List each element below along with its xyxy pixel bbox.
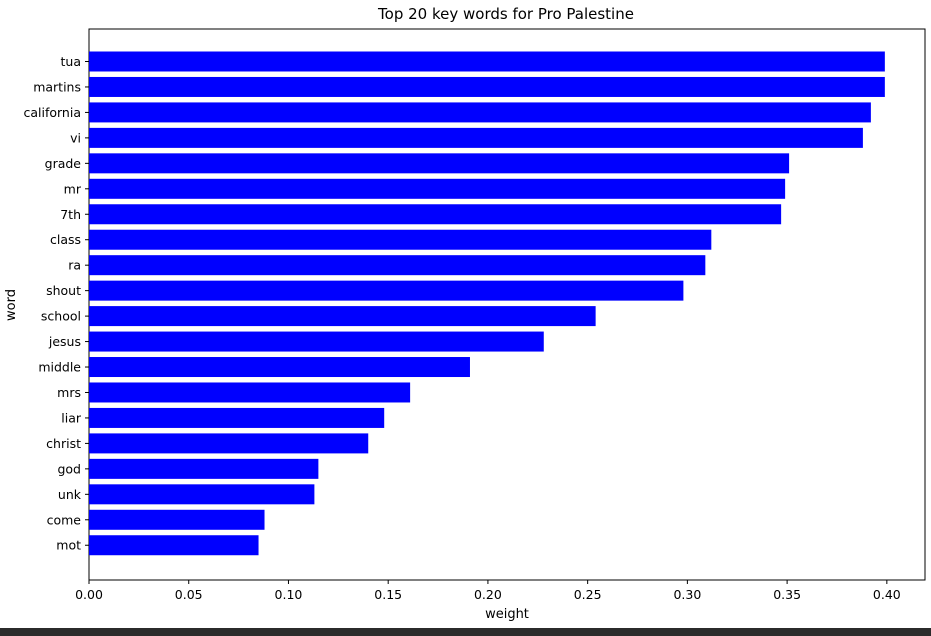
bar-mot	[89, 535, 259, 556]
bar-school	[89, 306, 596, 327]
y-tick-label: mr	[64, 181, 82, 196]
y-tick-label: california	[23, 105, 81, 120]
x-tick-label: 0.35	[773, 587, 801, 602]
y-tick-label: grade	[45, 156, 82, 171]
x-tick-label: 0.20	[474, 587, 502, 602]
y-tick-label: school	[41, 309, 81, 324]
bar-mrs	[89, 382, 411, 403]
y-tick-label: tua	[61, 54, 81, 69]
y-tick-label: shout	[46, 283, 81, 298]
bar-vi	[89, 127, 863, 148]
y-tick-label: class	[50, 232, 81, 247]
x-tick-label: 0.10	[275, 587, 303, 602]
bar-ra	[89, 255, 706, 276]
bar-christ	[89, 433, 369, 454]
y-tick-label: 7th	[60, 207, 81, 222]
x-tick-label: 0.30	[673, 587, 701, 602]
x-tick-label: 0.05	[175, 587, 203, 602]
bar-mr	[89, 178, 786, 199]
y-tick-label: ra	[68, 258, 81, 273]
y-tick-label: come	[47, 512, 82, 527]
bar-come	[89, 509, 265, 530]
y-tick-label: martins	[33, 79, 81, 94]
x-tick-label: 0.25	[574, 587, 602, 602]
bar-california	[89, 102, 871, 123]
x-axis-label: weight	[485, 607, 529, 622]
y-tick-label: christ	[46, 436, 81, 451]
y-tick-label: vi	[70, 130, 81, 145]
bar-martins	[89, 76, 885, 97]
x-tick-label: 0.00	[75, 587, 103, 602]
chart-title: Top 20 key words for Pro Palestine	[377, 5, 634, 23]
bar-7th	[89, 204, 782, 225]
bar-god	[89, 458, 319, 479]
y-tick-label: middle	[38, 360, 81, 375]
y-tick-label: mot	[56, 538, 81, 553]
y-tick-label: unk	[58, 487, 82, 502]
bar-jesus	[89, 331, 544, 352]
y-tick-label: mrs	[57, 385, 81, 400]
bottom-bar	[0, 628, 931, 636]
bars-group	[89, 51, 885, 556]
bar-liar	[89, 407, 385, 428]
bar-middle	[89, 357, 470, 378]
y-axis: tua martins california vi grade mr 7th class ra s…	[23, 54, 89, 553]
y-tick-label: god	[57, 461, 81, 476]
y-axis-label: word	[4, 289, 19, 321]
x-tick-label: 0.15	[374, 587, 402, 602]
y-tick-label: jesus	[48, 334, 81, 349]
bar-class	[89, 229, 712, 250]
x-tick-label: 0.40	[873, 587, 901, 602]
bar-shout	[89, 280, 684, 301]
y-tick-label: liar	[61, 410, 82, 425]
plot-area-frame	[88, 28, 926, 581]
bar-grade	[89, 153, 790, 174]
bar-unk	[89, 484, 315, 505]
bar-tua	[89, 51, 885, 72]
x-axis: 0.00 0.05 0.10 0.15 0.20 0.25 0.30 0.35 0.40	[75, 580, 901, 602]
